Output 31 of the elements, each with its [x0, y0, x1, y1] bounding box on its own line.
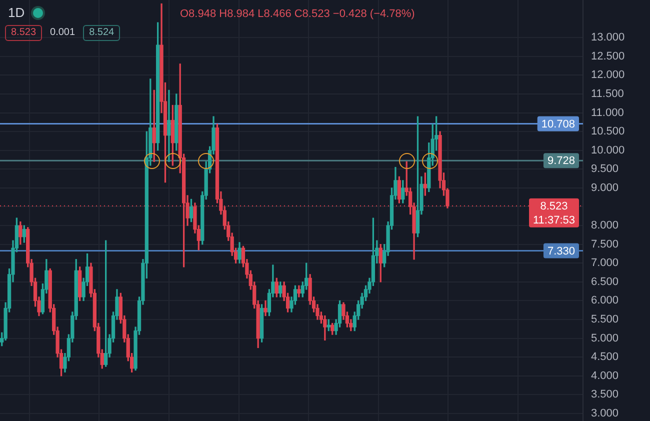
y-tick-label: 3.000 [591, 408, 619, 420]
y-tick-label: 6.000 [591, 294, 619, 307]
annotation: 8.524 [83, 25, 120, 41]
y-tick-label: 10.500 [591, 126, 625, 138]
y-tick-label: 11.500 [591, 88, 624, 100]
y-tick-label: 10.000 [591, 144, 625, 156]
y-tick-label: 4.000 [591, 370, 619, 382]
y-tick-label: 8.000 [591, 220, 619, 232]
y-tick-label: 13.000 [591, 32, 625, 44]
candlestick [167, 90, 171, 162]
y-tick-label: 5.000 [591, 332, 619, 344]
ref-line-label: 7.330 [547, 245, 575, 258]
ref-line-label: 8.523 [540, 200, 568, 212]
ref-line-label: 10.708 [541, 118, 576, 130]
annotation: 0.001 [50, 27, 76, 39]
chart-title: 1D [8, 5, 25, 21]
y-tick-label: 6.500 [591, 276, 619, 288]
y-tick-label: 11.000 [591, 106, 624, 119]
annotation: 11:37:53 [532, 214, 576, 226]
annotation: O8.948 H8.984 L8.466 C8.523 −0.428 (−4.78%) [180, 7, 415, 21]
y-tick-label: 12.500 [591, 50, 625, 62]
y-tick-label: 12.000 [591, 69, 625, 82]
y-tick-label: 9.000 [591, 182, 619, 194]
y-tick-label: 4.500 [591, 351, 619, 364]
annotation: 8.523 [5, 25, 42, 41]
y-tick-label: 5.500 [591, 314, 619, 326]
y-tick-label: 7.000 [591, 257, 619, 270]
y-tick-label: 7.500 [591, 238, 619, 250]
y-tick-label: 9.500 [591, 163, 619, 176]
ref-line-label: 9.728 [547, 155, 575, 168]
y-tick-label: 3.500 [591, 388, 619, 401]
